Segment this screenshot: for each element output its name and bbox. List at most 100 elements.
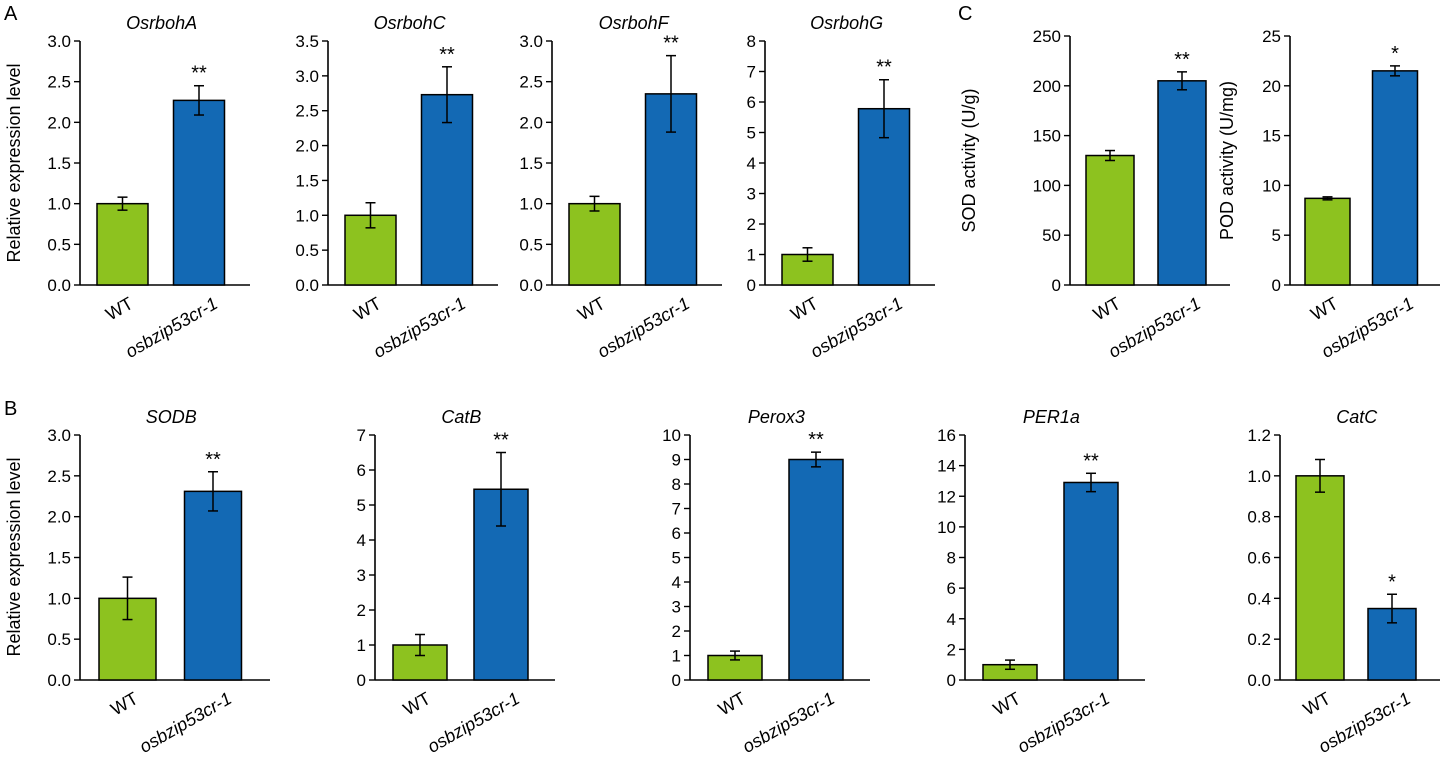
y-tick-label: 25 — [1262, 27, 1281, 46]
category-label-mutant: osbzip53cr-1 — [424, 688, 523, 757]
y-tick-label: 12 — [937, 487, 956, 506]
y-tick-label: 1.5 — [47, 549, 71, 568]
category-label-wt: WT — [787, 293, 821, 324]
y-tick-label: 20 — [1262, 77, 1281, 96]
y-tick-label: 0.8 — [1247, 508, 1271, 527]
bar-wt — [96, 202, 149, 286]
y-tick-label: 0 — [747, 276, 756, 295]
y-tick-label: 0 — [357, 671, 366, 690]
y-tick-label: 1.2 — [1247, 426, 1271, 445]
y-tick-label: 0.0 — [47, 671, 71, 690]
y-tick-label: 1 — [672, 647, 681, 666]
category-label-wt: WT — [1090, 293, 1124, 324]
y-tick-label: 14 — [937, 457, 956, 476]
y-tick-label: 4 — [947, 610, 956, 629]
y-tick-label: 0.0 — [519, 276, 543, 295]
y-tick-label: 1 — [357, 636, 366, 655]
y-tick-label: 0.0 — [47, 276, 71, 295]
y-tick-label: 1.0 — [519, 195, 543, 214]
y-tick-label: 2.5 — [295, 102, 319, 121]
y-tick-label: 100 — [1033, 176, 1061, 195]
y-tick-label: 3.5 — [295, 32, 319, 51]
y-tick-label: 8 — [947, 549, 956, 568]
y-tick-label: 15 — [1262, 127, 1281, 146]
category-label-wt: WT — [715, 688, 749, 719]
y-tick-label: 50 — [1042, 226, 1061, 245]
y-tick-label: 0.5 — [47, 235, 71, 254]
bar-mutant — [788, 458, 844, 681]
y-tick-label: 2.0 — [295, 137, 319, 156]
y-tick-label: 250 — [1033, 27, 1061, 46]
y-tick-label: 200 — [1033, 77, 1061, 96]
y-tick-label: 4 — [747, 154, 756, 173]
category-label-mutant: osbzip53cr-1 — [370, 293, 469, 362]
bar-mutant — [172, 99, 226, 286]
y-tick-label: 4 — [672, 573, 681, 592]
significance-marker: ** — [191, 63, 207, 85]
y-tick-label: 6 — [672, 524, 681, 543]
y-tick-label: 1.5 — [295, 171, 319, 190]
y-tick-label: 1.0 — [1247, 467, 1271, 486]
significance-marker: ** — [493, 430, 509, 452]
significance-marker: ** — [439, 44, 455, 66]
y-tick-label: 3.0 — [295, 67, 319, 86]
y-tick-label: 2 — [672, 622, 681, 641]
category-label-mutant: osbzip53cr-1 — [739, 688, 838, 757]
bar-mutant — [1371, 70, 1419, 286]
chart-title: OsrbohG — [810, 13, 883, 33]
y-tick-label: 10 — [937, 518, 956, 537]
y-tick-label: 7 — [672, 500, 681, 519]
significance-marker: ** — [663, 33, 679, 55]
significance-marker: * — [1391, 43, 1399, 65]
category-label-wt: WT — [107, 688, 141, 719]
y-tick-label: 5 — [672, 549, 681, 568]
chart-title: OsrbohA — [126, 13, 197, 33]
panel-label-b: B — [4, 398, 17, 420]
y-tick-label: 0 — [1272, 276, 1281, 295]
y-tick-label: 0 — [1052, 276, 1061, 295]
y-tick-label: 6 — [357, 461, 366, 480]
y-tick-label: 8 — [672, 475, 681, 494]
y-tick-label: 3 — [357, 566, 366, 585]
y-axis-label-panel-b: Relative expression level — [4, 457, 24, 656]
category-label-wt: WT — [990, 688, 1024, 719]
category-label-mutant: osbzip53cr-1 — [122, 293, 221, 362]
chart-osrbohc: 0.0 0.5 1.0 1.5 2.0 2.5 3.0 3.5 ** WTosbzip53cr-1… — [295, 13, 498, 362]
category-label-mutant: osbzip53cr-1 — [136, 688, 235, 757]
y-axis-label-panel-a: Relative expression level — [4, 63, 24, 262]
y-tick-label: 3 — [672, 598, 681, 617]
category-label-wt: WT — [1300, 688, 1334, 719]
y-tick-label: 7 — [357, 426, 366, 445]
chart-title: SODB — [146, 407, 197, 427]
significance-marker: * — [1388, 571, 1396, 593]
y-tick-label: 1.5 — [519, 154, 543, 173]
y-tick-label: 2.0 — [47, 113, 71, 132]
y-tick-label: 1.5 — [47, 154, 71, 173]
y-tick-label: 150 — [1033, 127, 1061, 146]
y-tick-label: 3.0 — [519, 32, 543, 51]
y-tick-label: 0 — [672, 671, 681, 690]
category-label-wt: WT — [400, 688, 434, 719]
y-tick-label: 1.0 — [47, 195, 71, 214]
category-label-mutant: osbzip53cr-1 — [1014, 688, 1113, 757]
y-tick-label: 1.0 — [295, 206, 319, 225]
category-label-wt: WT — [574, 293, 608, 324]
y-tick-label: 3.0 — [47, 32, 71, 51]
y-tick-label: 0.4 — [1247, 589, 1271, 608]
y-tick-label: 2.5 — [519, 73, 543, 92]
charts-group: 0.00.51.01.52.02.53.0**WTosbzip53cr-1Osr… — [47, 13, 1440, 757]
y-tick-label: 0.2 — [1247, 630, 1271, 649]
y-tick-label: 0.0 — [1247, 671, 1271, 690]
bar-wt — [1295, 475, 1345, 681]
significance-marker: ** — [205, 449, 221, 471]
y-tick-label: 3 — [747, 185, 756, 204]
y-tick-label: 2 — [357, 601, 366, 620]
